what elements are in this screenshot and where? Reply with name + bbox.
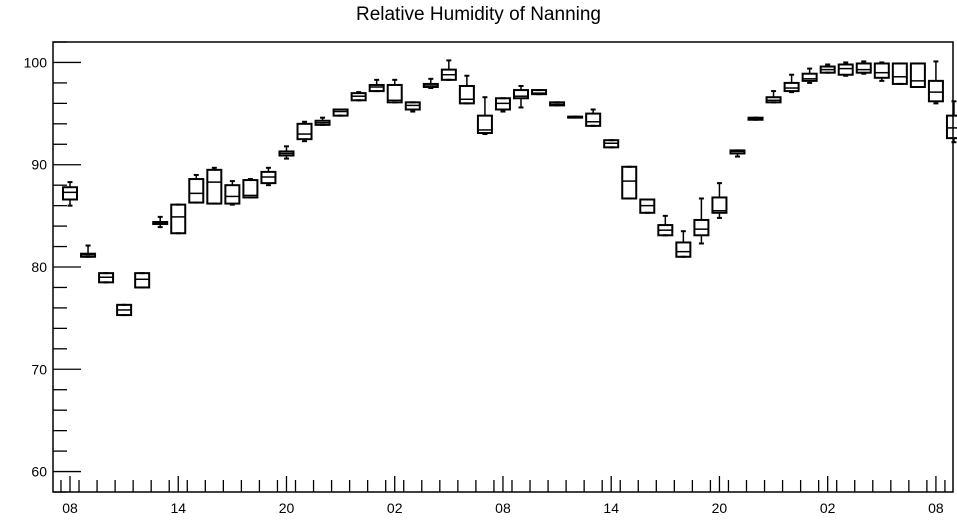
box-iqr xyxy=(513,89,529,100)
box-iqr xyxy=(675,241,692,258)
box-item xyxy=(134,272,151,289)
box-iqr xyxy=(891,62,908,85)
box-iqr xyxy=(386,83,403,104)
x-tick-label: 02 xyxy=(387,500,403,516)
box-iqr xyxy=(170,203,187,235)
box-item xyxy=(549,101,566,107)
box-iqr xyxy=(188,178,205,204)
box-item xyxy=(855,60,872,75)
box-iqr xyxy=(693,218,710,237)
box-iqr xyxy=(476,114,493,135)
x-tick-label: 02 xyxy=(820,500,836,516)
box-item xyxy=(765,90,782,104)
box-item xyxy=(332,108,349,117)
box-item xyxy=(350,91,367,102)
box-item xyxy=(693,197,710,245)
box-item xyxy=(621,165,638,200)
box-item xyxy=(404,101,421,113)
box-iqr xyxy=(332,108,349,117)
box-item xyxy=(476,96,493,136)
boxes-layer xyxy=(62,59,957,317)
y-tick-label: 70 xyxy=(31,361,47,377)
box-iqr xyxy=(801,72,818,82)
box-item xyxy=(98,272,115,284)
box-iqr xyxy=(134,272,151,289)
box-iqr xyxy=(621,165,638,200)
x-tick-label: 08 xyxy=(62,500,78,516)
chart-title: Relative Humidity of Nanning xyxy=(355,4,601,25)
box-item xyxy=(927,60,944,105)
box-iqr xyxy=(783,81,800,93)
box-iqr xyxy=(909,62,926,88)
box-item xyxy=(206,166,223,205)
box-item xyxy=(603,139,620,149)
box-item xyxy=(639,198,656,214)
y-tick-label: 90 xyxy=(31,157,47,173)
box-item xyxy=(170,203,187,235)
x-tick-label: 20 xyxy=(279,500,295,516)
box-iqr xyxy=(458,84,475,105)
box-item xyxy=(531,89,548,96)
box-item xyxy=(278,145,295,160)
box-item xyxy=(386,78,403,104)
box-item xyxy=(675,230,692,258)
box-iqr xyxy=(837,63,854,76)
box-item xyxy=(585,108,602,127)
box-item xyxy=(260,166,277,187)
y-axis: 60 70 80 90 100 xyxy=(24,41,81,493)
y-tick-label: 60 xyxy=(31,464,47,480)
box-item xyxy=(711,182,728,219)
box-item xyxy=(62,181,78,207)
box-iqr xyxy=(62,186,78,201)
box-item xyxy=(657,214,674,237)
box-iqr xyxy=(296,122,313,141)
box-item xyxy=(909,62,926,88)
box-item xyxy=(783,73,800,94)
box-item xyxy=(567,115,584,119)
box-item xyxy=(314,116,331,126)
box-iqr xyxy=(368,83,385,93)
box-item xyxy=(945,100,957,144)
x-tick-label: 14 xyxy=(603,500,619,516)
box-item xyxy=(440,59,457,81)
box-item xyxy=(422,77,439,90)
box-iqr xyxy=(873,62,890,79)
x-tick-label: 08 xyxy=(495,500,511,516)
x-axis: 08 14 20 02 08 14 20 02 08 xyxy=(60,476,946,516)
box-item xyxy=(242,178,259,199)
box-item xyxy=(891,62,908,85)
box-item xyxy=(729,149,746,158)
box-iqr xyxy=(585,112,602,127)
box-item xyxy=(873,61,890,82)
box-iqr xyxy=(206,168,223,205)
box-item xyxy=(747,116,764,121)
box-iqr xyxy=(242,179,259,199)
x-tick-label: 14 xyxy=(170,500,186,516)
box-item xyxy=(80,244,97,258)
box-item xyxy=(224,180,241,206)
x-tick-label: 20 xyxy=(712,500,728,516)
box-iqr xyxy=(855,62,872,74)
box-item xyxy=(837,61,854,77)
box-item xyxy=(368,78,385,93)
x-tick-label: 08 xyxy=(928,500,944,516)
box-item xyxy=(188,173,205,204)
box-item xyxy=(152,215,169,229)
box-item xyxy=(116,303,133,317)
box-item xyxy=(494,97,511,113)
box-iqr xyxy=(945,114,957,140)
box-item xyxy=(513,84,529,109)
box-iqr xyxy=(224,184,241,205)
y-tick-label: 100 xyxy=(24,54,48,70)
y-tick-label: 80 xyxy=(31,259,47,275)
box-item xyxy=(819,63,836,74)
box-iqr xyxy=(531,89,548,96)
box-item xyxy=(801,67,818,84)
box-iqr xyxy=(711,196,728,214)
box-item xyxy=(296,120,313,143)
box-item xyxy=(458,74,475,105)
box-iqr xyxy=(927,79,944,103)
